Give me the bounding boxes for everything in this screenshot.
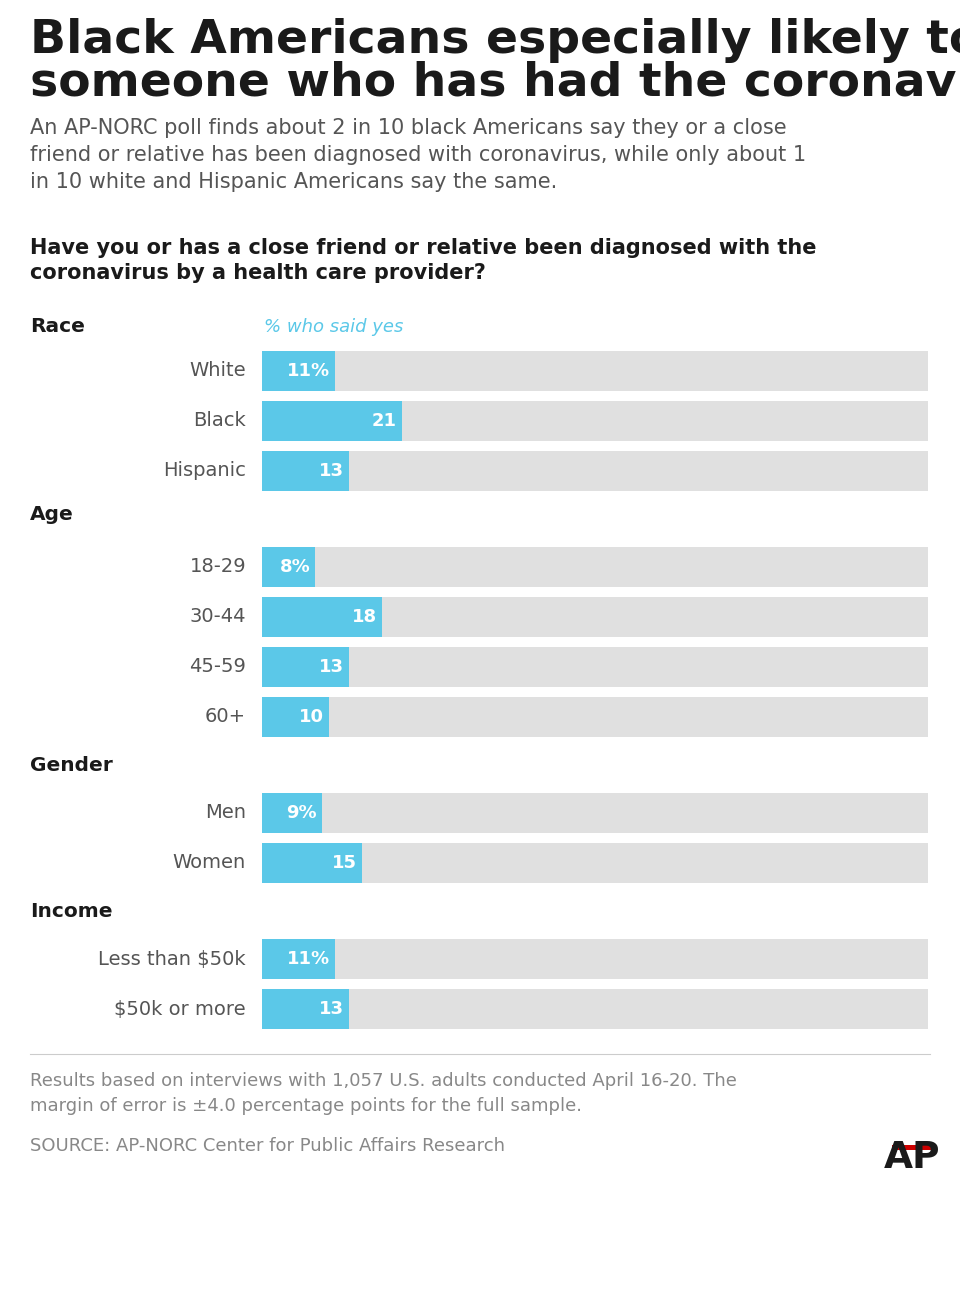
Bar [262, 451, 928, 491]
Text: Age: Age [30, 506, 74, 524]
Bar [262, 547, 315, 586]
Text: Black Americans especially likely to know: Black Americans especially likely to kno… [30, 18, 960, 63]
Bar [262, 843, 362, 883]
Text: $50k or more: $50k or more [114, 999, 246, 1019]
Bar [262, 597, 928, 637]
Text: An AP-NORC poll finds about 2 in 10 black Americans say they or a close
friend o: An AP-NORC poll finds about 2 in 10 blac… [30, 119, 806, 193]
Text: 30-44: 30-44 [189, 607, 246, 627]
Text: Results based on interviews with 1,057 U.S. adults conducted April 16-20. The
ma: Results based on interviews with 1,057 U… [30, 1072, 737, 1115]
Bar [262, 989, 928, 1029]
Text: 18: 18 [351, 609, 377, 625]
Bar [262, 989, 348, 1029]
Text: 10: 10 [299, 708, 324, 726]
Bar [262, 794, 322, 833]
Bar [262, 401, 402, 440]
Text: Hispanic: Hispanic [163, 461, 246, 481]
Text: Race: Race [30, 318, 84, 336]
Text: 13: 13 [319, 463, 344, 480]
Text: 8%: 8% [279, 558, 310, 576]
Text: 18-29: 18-29 [189, 558, 246, 576]
Text: 15: 15 [332, 853, 357, 872]
Text: 11%: 11% [287, 950, 330, 968]
Bar [892, 1145, 932, 1151]
Text: 11%: 11% [287, 362, 330, 380]
Text: coronavirus by a health care provider?: coronavirus by a health care provider? [30, 263, 486, 283]
Text: % who said yes: % who said yes [264, 318, 403, 336]
Bar [262, 794, 928, 833]
Bar [262, 597, 382, 637]
Text: SOURCE: AP-NORC Center for Public Affairs Research: SOURCE: AP-NORC Center for Public Affair… [30, 1138, 505, 1154]
Text: Women: Women [173, 853, 246, 873]
Bar [262, 939, 928, 979]
Text: 13: 13 [319, 999, 344, 1018]
Text: 13: 13 [319, 658, 344, 676]
Text: Income: Income [30, 902, 112, 921]
Text: White: White [189, 361, 246, 380]
Text: Men: Men [205, 804, 246, 822]
Text: 21: 21 [372, 412, 396, 430]
Text: someone who has had the coronavirus: someone who has had the coronavirus [30, 60, 960, 106]
Bar [262, 697, 928, 737]
Bar [262, 648, 928, 687]
Bar [262, 547, 928, 586]
Bar [262, 939, 335, 979]
Text: 60+: 60+ [204, 708, 246, 727]
Text: Black: Black [193, 412, 246, 430]
Bar [262, 401, 928, 440]
Text: AP: AP [884, 1140, 940, 1177]
Bar [262, 648, 348, 687]
Text: Have you or has a close friend or relative been diagnosed with the: Have you or has a close friend or relati… [30, 238, 817, 258]
Bar [262, 843, 928, 883]
Bar [262, 351, 335, 391]
Text: 9%: 9% [286, 804, 317, 822]
Bar [262, 451, 348, 491]
Text: 45-59: 45-59 [189, 658, 246, 676]
Text: Less than $50k: Less than $50k [98, 950, 246, 968]
Bar [262, 697, 328, 737]
Bar [262, 351, 928, 391]
Text: Gender: Gender [30, 756, 112, 775]
